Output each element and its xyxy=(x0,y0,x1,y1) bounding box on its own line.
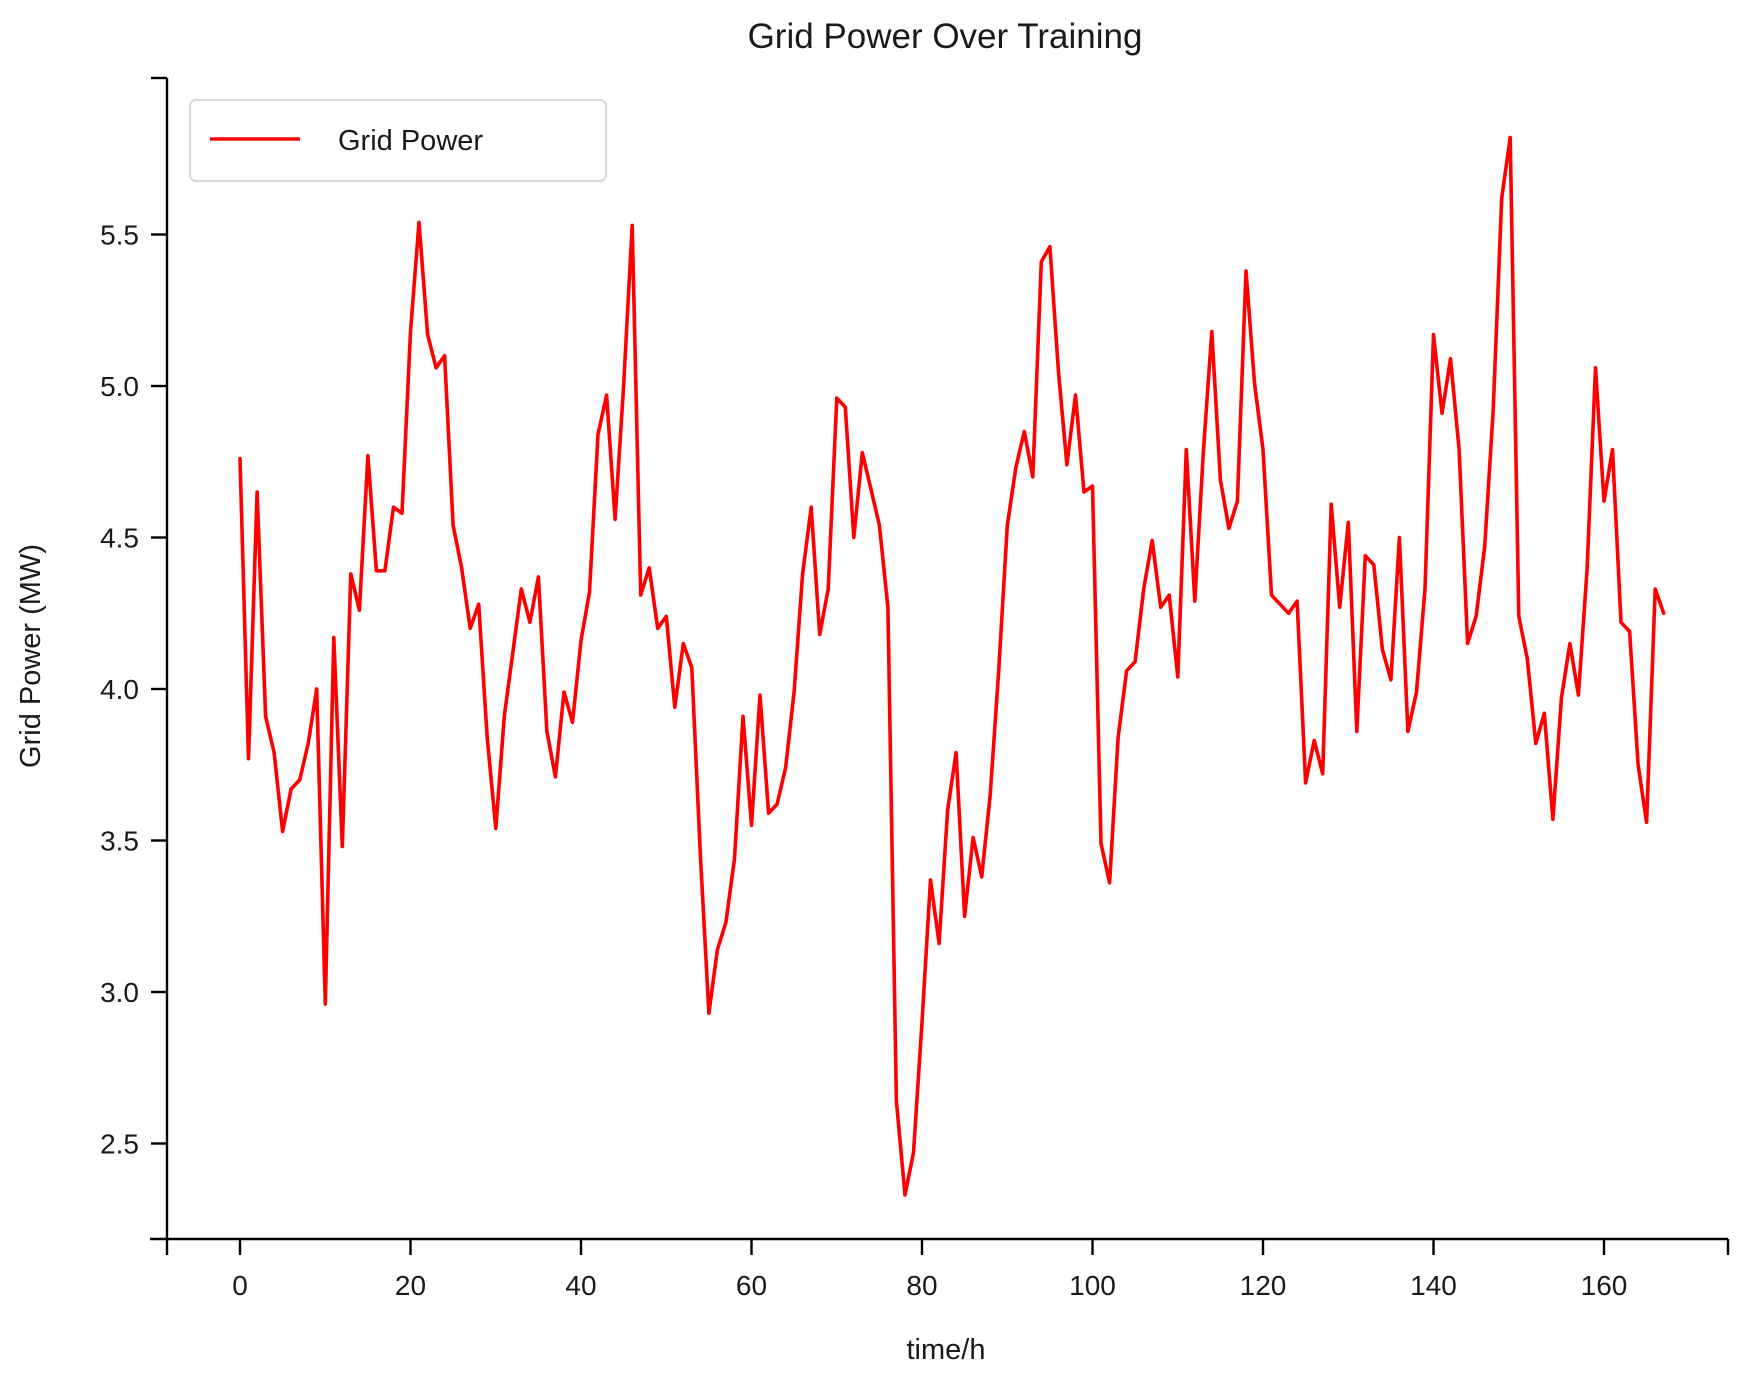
x-tick-label: 140 xyxy=(1410,1270,1457,1301)
x-tick-label: 160 xyxy=(1581,1270,1628,1301)
y-axis-label: Grid Power (MW) xyxy=(15,544,47,768)
y-tick-label: 3.0 xyxy=(100,977,139,1008)
x-axis-label: time/h xyxy=(907,1334,986,1366)
x-tick-label: 0 xyxy=(232,1270,248,1301)
y-tick-label: 4.5 xyxy=(100,523,139,554)
x-tick-label: 20 xyxy=(395,1270,426,1301)
chart-title: Grid Power Over Training xyxy=(748,17,1143,56)
y-tick-label: 4.0 xyxy=(100,674,139,705)
y-tick-label: 3.5 xyxy=(100,826,139,857)
y-tick-label: 5.5 xyxy=(100,220,139,251)
legend-box xyxy=(189,99,607,182)
x-axis-ticks: 0 20 40 60 80 100 120 140 160 xyxy=(165,1239,1730,1301)
y-tick-label: 5.0 xyxy=(100,371,139,402)
x-tick-label: 40 xyxy=(565,1270,596,1301)
series-line-grid-power xyxy=(238,135,1666,1197)
x-tick-label: 120 xyxy=(1240,1270,1287,1301)
x-tick-label: 80 xyxy=(906,1270,937,1301)
legend: Grid Power xyxy=(189,99,607,182)
y-axis-ticks: 2.5 3.0 3.5 4.0 4.5 5.0 5.5 xyxy=(100,76,167,1160)
y-tick-label: 2.5 xyxy=(100,1129,139,1160)
plot-area: 0 20 40 60 80 100 120 140 160 2.5 3.0 3.5 4.0 4.5 5.0… xyxy=(100,76,1730,1301)
x-tick-label: 100 xyxy=(1069,1270,1116,1301)
x-tick-label: 60 xyxy=(736,1270,767,1301)
legend-label-grid-power: Grid Power xyxy=(338,125,483,157)
